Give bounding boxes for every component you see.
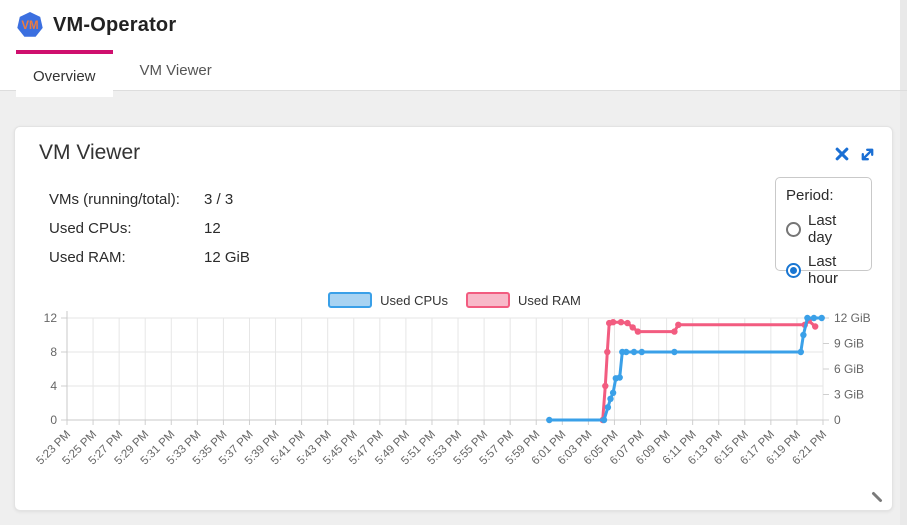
tab-overview-label: Overview bbox=[33, 68, 96, 85]
svg-text:9 GiB: 9 GiB bbox=[834, 337, 864, 351]
expand-icon[interactable] bbox=[858, 145, 876, 163]
stat-label-cpus: Used CPUs: bbox=[49, 220, 132, 237]
stat-value-vms: 3 / 3 bbox=[204, 191, 234, 208]
vm-viewer-card: VM Viewer VMs (running/total): 3 / 3 Use… bbox=[14, 126, 893, 511]
svg-text:0: 0 bbox=[834, 413, 841, 427]
svg-text:12: 12 bbox=[44, 311, 58, 325]
chart-legend: Used CPUs Used RAM bbox=[15, 292, 894, 308]
stat-label-ram: Used RAM: bbox=[49, 249, 126, 266]
radio-last-hour[interactable] bbox=[786, 262, 801, 278]
legend-item-used-cpus[interactable]: Used CPUs bbox=[328, 292, 448, 308]
tab-vm-viewer[interactable]: VM Viewer bbox=[113, 50, 239, 90]
vm-hexagon-logo-icon: VM bbox=[17, 12, 43, 37]
legend-item-used-ram[interactable]: Used RAM bbox=[466, 292, 581, 308]
legend-swatch-ram bbox=[466, 292, 511, 308]
brand: VM VM-Operator bbox=[16, 11, 176, 39]
radio-last-day-label: Last day bbox=[808, 212, 837, 246]
svg-text:8: 8 bbox=[50, 345, 57, 359]
svg-text:12 GiB: 12 GiB bbox=[834, 311, 871, 325]
period-option-last-day[interactable]: Last day bbox=[786, 212, 861, 246]
header-divider bbox=[0, 90, 907, 91]
svg-text:4: 4 bbox=[50, 379, 57, 393]
period-option-last-hour[interactable]: Last hour bbox=[786, 253, 861, 287]
card-title: VM Viewer bbox=[39, 141, 141, 164]
svg-text:3 GiB: 3 GiB bbox=[834, 388, 864, 402]
tab-vm-viewer-label: VM Viewer bbox=[139, 61, 212, 79]
svg-text:VM: VM bbox=[21, 20, 38, 32]
stat-label-vms: VMs (running/total): bbox=[49, 191, 180, 208]
tab-overview[interactable]: Overview bbox=[16, 50, 113, 97]
legend-swatch-cpus bbox=[328, 292, 373, 308]
stats-table: VMs (running/total): 3 / 3 Used CPUs: 12… bbox=[49, 191, 250, 266]
close-icon[interactable] bbox=[833, 145, 851, 163]
vertical-scrollbar[interactable] bbox=[900, 0, 907, 525]
app-title: VM-Operator bbox=[53, 13, 177, 36]
period-group: Period: Last day Last hour bbox=[775, 177, 872, 287]
period-label: Period: bbox=[786, 187, 834, 204]
stat-value-cpus: 12 bbox=[204, 220, 221, 237]
resize-handle-icon[interactable] bbox=[869, 489, 885, 505]
legend-label-ram: Used RAM bbox=[518, 292, 581, 308]
usage-chart[interactable]: 5:23 PM 5:25 PM 5:27 PM 5:29 PM 5:31 PM 5:33 … bbox=[15, 307, 894, 487]
legend-label-cpus: Used CPUs bbox=[380, 292, 449, 308]
tab-bar: Overview VM Viewer bbox=[16, 50, 239, 97]
radio-last-day[interactable] bbox=[786, 221, 801, 237]
app-header: VM VM-Operator Overview VM Viewer bbox=[0, 0, 907, 97]
radio-last-hour-label: Last hour bbox=[808, 253, 839, 287]
card-actions bbox=[833, 145, 876, 163]
svg-text:0: 0 bbox=[50, 413, 57, 427]
svg-text:6 GiB: 6 GiB bbox=[834, 362, 864, 376]
stat-value-ram: 12 GiB bbox=[204, 249, 250, 266]
